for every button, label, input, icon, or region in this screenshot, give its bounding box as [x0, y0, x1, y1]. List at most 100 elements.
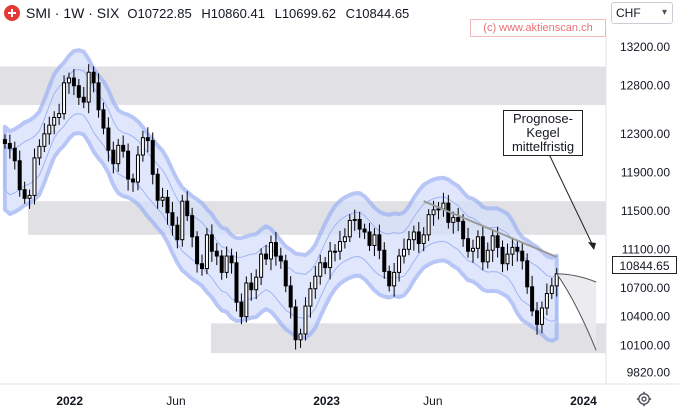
candle-body — [466, 238, 471, 252]
candle-body — [333, 250, 338, 253]
candle-body — [308, 288, 313, 307]
candle-body — [27, 194, 32, 199]
candle-body — [131, 178, 136, 183]
candle-body — [406, 239, 411, 250]
forecast-cone-upper-edge — [556, 273, 597, 283]
candle-body — [264, 253, 269, 260]
trendline — [423, 200, 558, 258]
y-tick-label: 10100.00 — [620, 339, 670, 353]
candle-body — [91, 71, 96, 84]
y-tick-label: 10700.00 — [620, 281, 670, 295]
forecast-cone — [556, 273, 597, 351]
x-tick-label: 2024 — [570, 394, 597, 408]
currency-label: CHF — [616, 6, 641, 20]
candle-body — [387, 270, 392, 287]
swiss-flag-icon — [4, 5, 20, 21]
candle-body — [278, 255, 283, 262]
candle-body — [195, 236, 200, 265]
candle-body — [456, 217, 461, 222]
candle-body — [318, 262, 323, 277]
candle-body — [71, 77, 76, 87]
candle-body — [52, 116, 57, 126]
forecast-annotation: Prognose-Kegel mittelfristig — [503, 110, 583, 156]
candle-body — [500, 246, 505, 265]
candle-body — [505, 253, 510, 265]
candle-body — [283, 260, 288, 287]
candle-body — [273, 242, 278, 257]
currency-selector[interactable]: CHF ▾ — [611, 2, 673, 24]
annotation-arrowhead — [588, 242, 596, 250]
candle-body — [377, 234, 382, 251]
x-tick-label: Jun — [423, 394, 442, 408]
gear-icon[interactable] — [636, 391, 652, 407]
y-tick-label: 9820.00 — [627, 365, 671, 379]
close-value: 10844.65 — [355, 5, 410, 21]
candle-body — [436, 208, 441, 211]
candle-body — [145, 137, 150, 142]
volatility-band-inner — [4, 68, 558, 323]
open-label: O — [127, 5, 138, 21]
y-tick-label: 11100.00 — [622, 242, 671, 256]
y-tick-label: 11500.00 — [621, 204, 670, 218]
high-value: 10860.41 — [210, 5, 265, 21]
candle-body — [411, 231, 416, 241]
candle-body — [402, 248, 406, 257]
candle-body — [525, 260, 530, 288]
symbol-label[interactable]: SMI · 1W · SIX — [26, 5, 120, 21]
candle-body — [96, 82, 101, 111]
candle-body — [367, 231, 372, 246]
candle-body — [22, 189, 27, 199]
candle-body — [328, 250, 333, 269]
candle-body — [372, 234, 377, 246]
chart-header: SMI · 1W · SIX O10722.85 H10860.41 L1069… — [4, 4, 409, 22]
candle-body — [480, 236, 485, 263]
candle-body — [303, 305, 308, 335]
candle-body — [106, 127, 111, 151]
candle-body — [165, 196, 170, 214]
low-label: L — [274, 5, 282, 21]
candle-body — [549, 285, 554, 295]
high-label: H — [201, 5, 211, 21]
candle-body — [37, 145, 42, 159]
y-tick-label: 10400.00 — [620, 310, 670, 324]
candle-body — [66, 77, 71, 84]
candle-body — [12, 147, 17, 162]
candle-body — [520, 250, 525, 262]
candle-body — [544, 293, 549, 309]
candle-body — [426, 214, 431, 236]
candle-body — [268, 242, 273, 260]
candle-body — [530, 286, 535, 312]
candle-body — [539, 307, 544, 325]
candle-body — [180, 200, 185, 241]
candle-body — [175, 224, 180, 241]
candle-body — [288, 285, 293, 308]
ohlc-readout: O10722.85 H10860.41 L10699.62 C10844.65 — [127, 6, 409, 21]
candle-body — [214, 250, 219, 257]
candle-body — [32, 157, 37, 196]
candle-body — [229, 255, 234, 264]
x-tick-label: 2023 — [313, 394, 340, 408]
candle-body — [475, 236, 480, 249]
low-value: 10699.62 — [281, 5, 337, 21]
candle-body — [116, 144, 121, 165]
annotation-arrow — [547, 151, 595, 249]
candle-body — [224, 255, 229, 273]
candle-body — [209, 234, 214, 252]
open-value: 10722.85 — [137, 5, 192, 21]
candle-body — [451, 217, 456, 223]
candle-body — [101, 109, 106, 129]
candle-body — [392, 271, 397, 287]
last-price-tag: 10844.65 — [612, 256, 677, 274]
y-tick-label: 12300.00 — [620, 127, 670, 141]
close-label: C — [345, 5, 356, 21]
candle-body — [431, 209, 436, 216]
candle-body — [121, 144, 126, 152]
resistance-zone-lower — [28, 201, 606, 235]
candle-body — [126, 150, 131, 180]
candle-body — [81, 96, 86, 103]
candle-body — [535, 310, 540, 325]
copyright-watermark: (c) www.aktienscan.ch — [470, 19, 606, 37]
candle-body — [185, 200, 190, 217]
